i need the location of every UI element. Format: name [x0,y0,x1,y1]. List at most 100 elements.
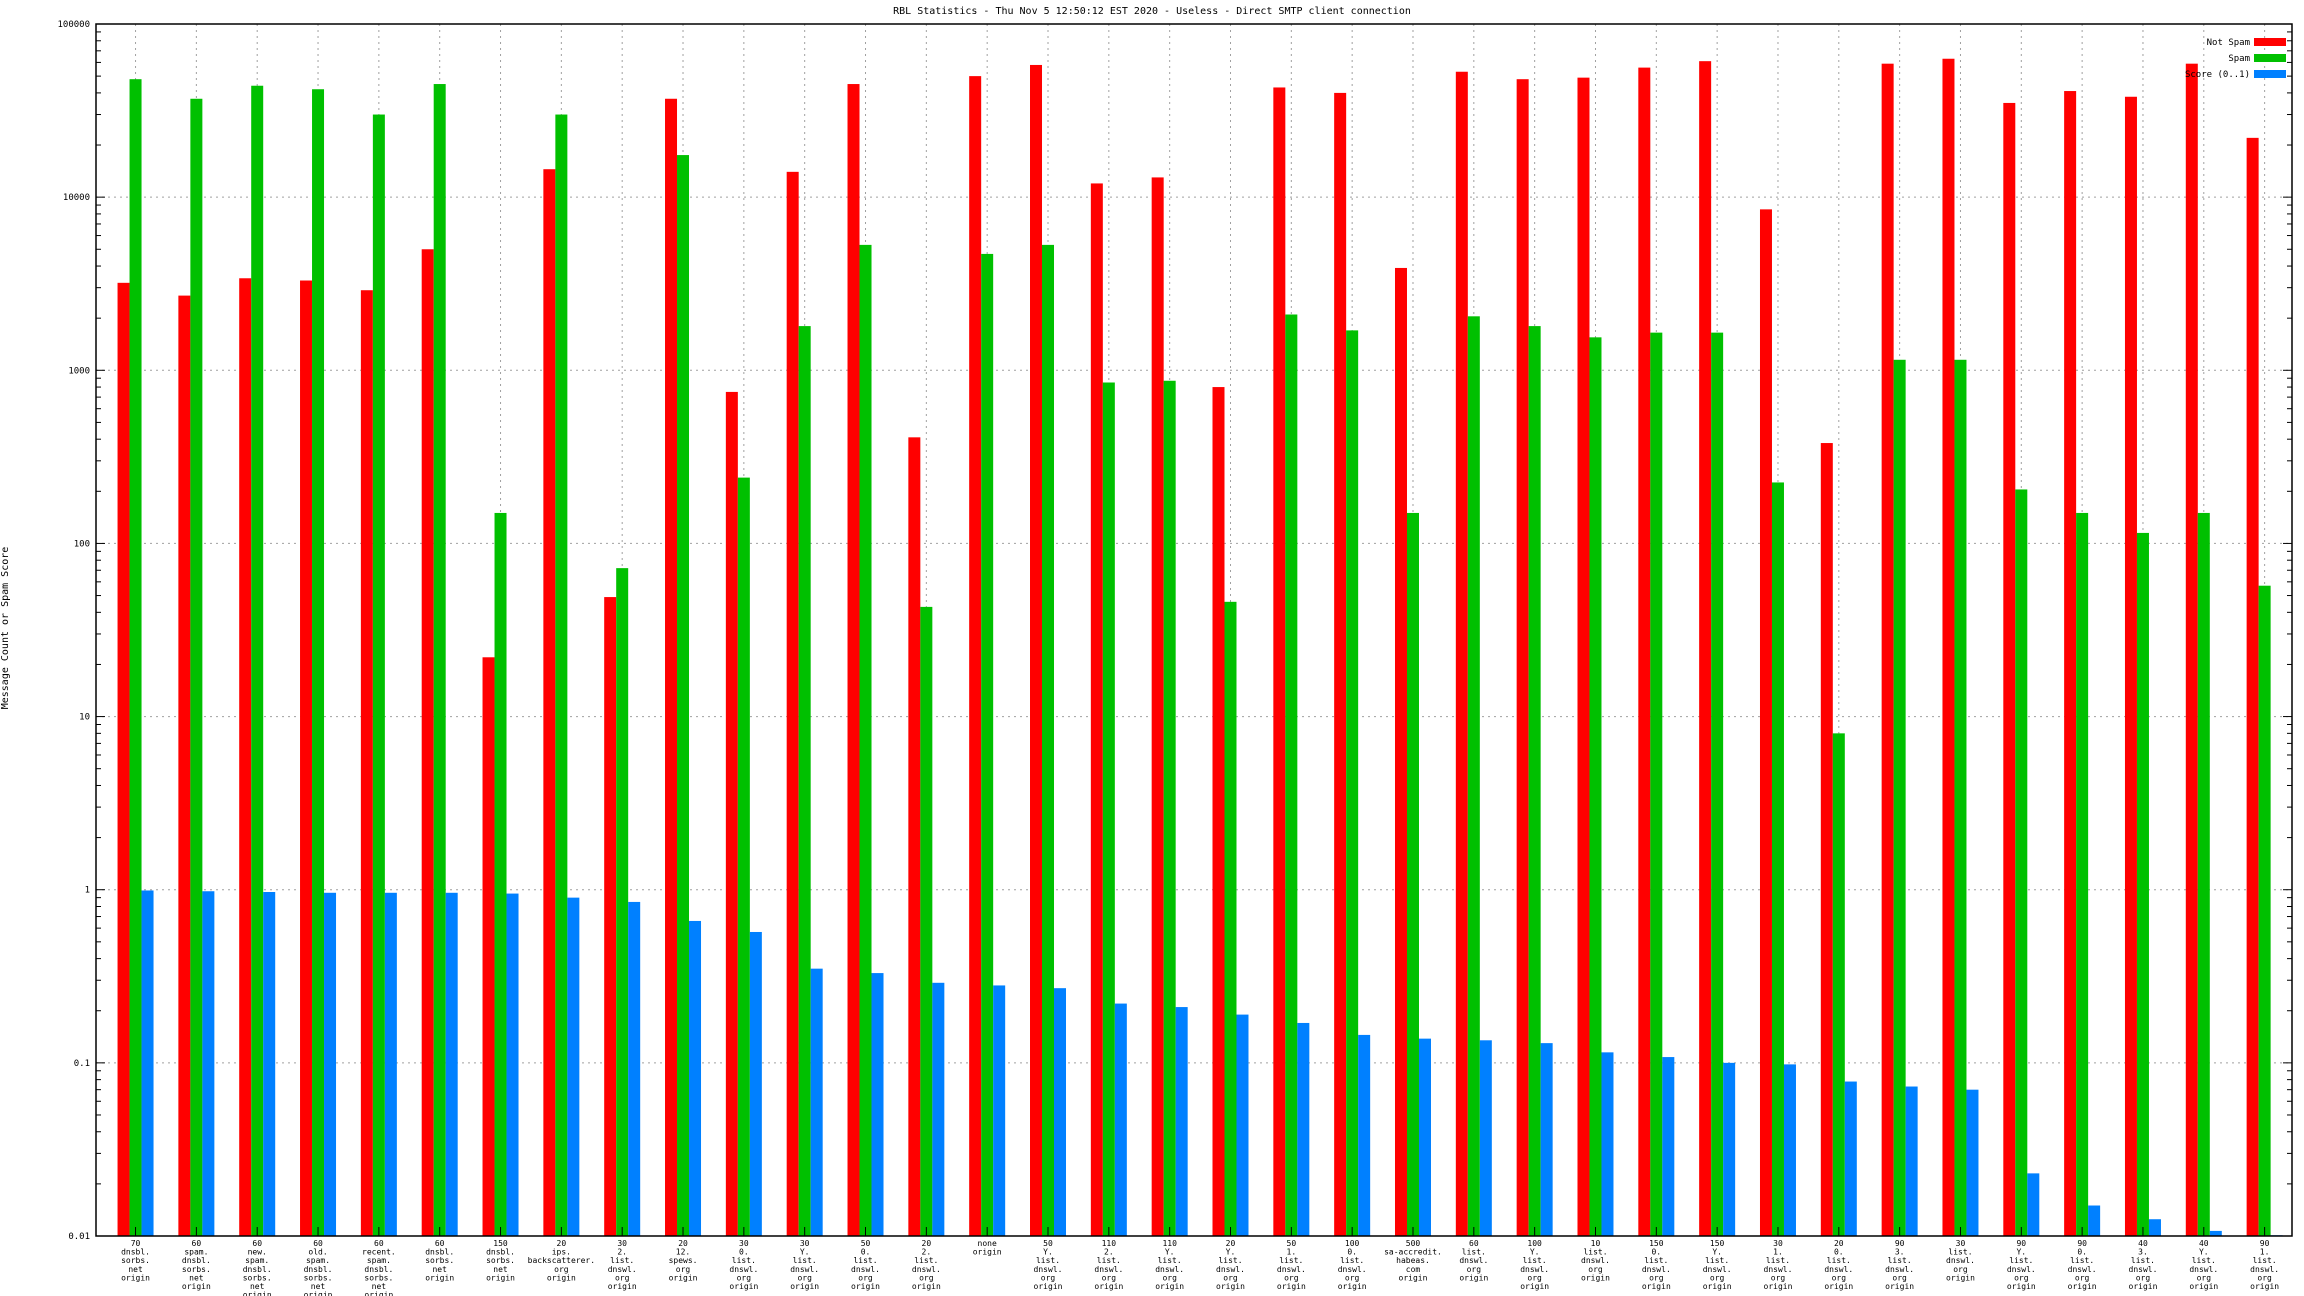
x-tick-label: org [615,1273,630,1282]
bar-score-0-1 [2148,1219,2161,1236]
bar-not-spam [239,278,252,1237]
x-tick-label: org [2136,1273,2151,1282]
x-tick-label: Y. [1226,1248,1236,1257]
x-tick-label: recent. [362,1248,396,1257]
x-tick-label: spam. [367,1256,391,1265]
bar-score-0-1 [567,897,580,1236]
bar-spam [1771,482,1784,1236]
x-axis-labels: 70dnsbl.sorbs.netorigin60spam.dnsbl.sorb… [121,1239,2279,1296]
bar-spam [920,606,933,1236]
bar-not-spam [1212,387,1225,1236]
x-tick-label: org [1467,1265,1482,1274]
x-tick-label: origin [1399,1273,1428,1282]
x-tick-label: sorbs. [121,1256,150,1265]
bar-spam [2197,512,2210,1236]
x-tick-label: sorbs. [182,1265,211,1274]
y-tick-label: 100 [74,539,90,549]
legend-swatch [2254,70,2286,78]
y-tick-label: 1 [85,886,90,896]
bar-score-0-1 [1175,1007,1188,1236]
bar-score-0-1 [628,901,641,1236]
x-tick-label: net [128,1265,143,1274]
x-tick-label: list. [1097,1256,1121,1265]
x-tick-label: 0. [739,1248,749,1257]
bar-not-spam [1699,61,1712,1237]
x-tick-label: list. [853,1256,877,1265]
x-tick-label: origin [2129,1282,2158,1291]
bar-spam [1711,332,1724,1237]
legend-swatch [2254,38,2286,46]
bar-spam [494,512,507,1236]
bar-not-spam [2064,91,2077,1237]
x-tick-label: 100 [1527,1239,1542,1248]
x-tick-label: 40 [2199,1239,2209,1248]
bar-not-spam [360,290,373,1236]
bar-not-spam [421,249,434,1237]
x-tick-label: net [493,1265,508,1274]
x-tick-label: dnswl. [1885,1265,1914,1274]
x-tick-label: dnswl. [1034,1265,1063,1274]
y-tick-label: 100000 [57,20,90,30]
x-tick-label: origin [425,1273,454,1282]
x-tick-label: 30 [1773,1239,1783,1248]
bar-score-0-1 [2027,1173,2040,1236]
x-tick-label: dnsbl. [243,1265,272,1274]
x-tick-label: origin [669,1273,698,1282]
bar-not-spam [1151,177,1164,1236]
x-tick-label: dnswl. [851,1265,880,1274]
bar-not-spam [1759,209,1772,1236]
bar-spam [190,98,203,1236]
x-tick-label: 0. [1834,1248,1844,1257]
x-tick-label: 90 [1895,1239,1905,1248]
x-tick-label: 2. [922,1248,932,1257]
x-tick-label: dnswl. [1703,1265,1732,1274]
bar-spam [1893,359,1906,1236]
x-tick-label: dnswl. [1764,1265,1793,1274]
x-tick-label: org [1953,1265,1968,1274]
x-tick-label: list. [1644,1256,1668,1265]
bar-spam [1589,337,1602,1236]
x-tick-label: origin [608,1282,637,1291]
bar-spam [251,85,264,1236]
x-tick-label: new. [248,1248,267,1257]
x-tick-label: dnswl. [1642,1265,1671,1274]
bar-not-spam [1820,443,1833,1236]
x-tick-label: origin [1520,1282,1549,1291]
x-tick-label: list. [1218,1256,1242,1265]
bar-not-spam [117,282,130,1236]
bar-spam [1832,733,1845,1236]
bar-not-spam [1577,77,1590,1236]
bar-score-0-1 [1054,988,1067,1236]
legend-label: Not Spam [2207,38,2250,48]
x-tick-label: list. [1766,1256,1790,1265]
x-tick-label: 50 [861,1239,871,1248]
x-tick-label: origin [1885,1282,1914,1291]
bar-spam [312,89,325,1237]
bar-not-spam [786,171,799,1237]
bar-score-0-1 [1114,1003,1127,1236]
plot-frame [95,23,2293,1237]
bar-spam [2258,585,2271,1236]
x-tick-label: origin [2189,1282,2218,1291]
bar-not-spam [1516,79,1529,1237]
bar-not-spam [969,76,982,1236]
x-tick-label: org [797,1273,812,1282]
x-tick-label: 0. [1347,1248,1357,1257]
x-tick-label: dnswl. [1520,1265,1549,1274]
bar-not-spam [2124,96,2137,1237]
x-tick-label: list. [2253,1256,2277,1265]
x-tick-label: Y. [1165,1248,1175,1257]
x-tick-label: origin [1338,1282,1367,1291]
x-tick-label: 0. [861,1248,871,1257]
x-tick-label: 1. [1287,1248,1297,1257]
x-tick-label: net [250,1282,265,1291]
x-tick-label: 20 [922,1239,932,1248]
bar-not-spam [1090,183,1103,1236]
x-tick-label: 1. [2260,1248,2270,1257]
bar-spam [859,244,872,1237]
bar-spam [1346,330,1359,1236]
x-tick-label: 90 [2260,1239,2270,1248]
x-tick-label: old. [308,1248,327,1257]
x-tick-label: origin [912,1282,941,1291]
bar-spam [1954,359,1967,1236]
